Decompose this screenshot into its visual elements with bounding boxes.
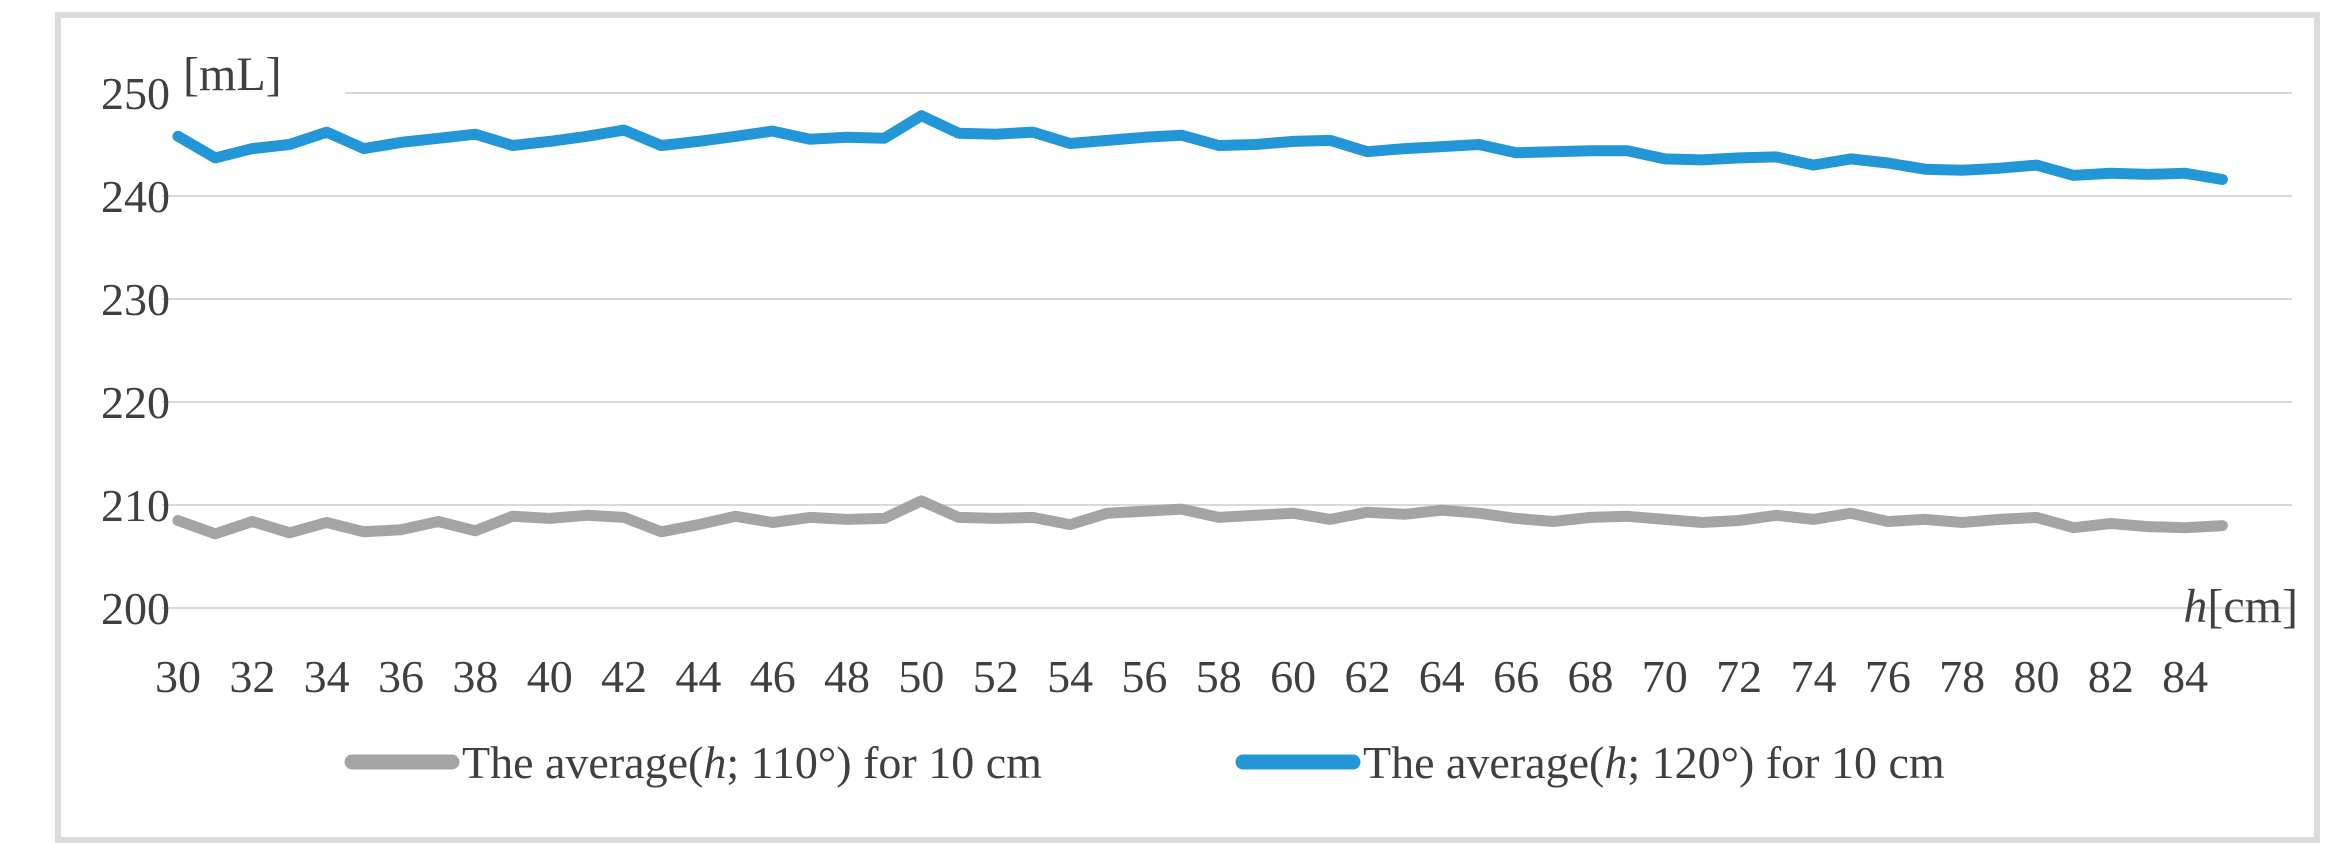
x-tick-label-30: 30 xyxy=(155,651,201,702)
x-tick-label-80: 80 xyxy=(2014,651,2060,702)
legend-label-120: The average(h; 120°) for 10 cm xyxy=(1363,737,1945,788)
y-axis-unit-label: [mL] xyxy=(183,48,282,101)
x-tick-label-38: 38 xyxy=(452,651,498,702)
legend-label-120-variable: h xyxy=(1604,737,1627,788)
series-lines xyxy=(172,110,2228,540)
y-tick-label-200: 200 xyxy=(101,583,170,634)
y-tick-label-250: 250 xyxy=(101,68,170,119)
x-tick-label-84: 84 xyxy=(2162,651,2208,702)
x-axis-tick-labels: 30 32 34 36 38 40 42 44 46 48 50 52 54 56 58 60 62 64 66 68… xyxy=(155,651,2208,702)
legend-label-120-suffix: ; 120°) for 10 cm xyxy=(1627,737,1945,788)
chart-border xyxy=(55,12,2320,843)
x-tick-label-40: 40 xyxy=(527,651,573,702)
x-tick-label-34: 34 xyxy=(304,651,350,702)
gridlines xyxy=(162,92,2292,609)
y-tick-label-210: 210 xyxy=(101,480,170,531)
x-tick-label-70: 70 xyxy=(1642,651,1688,702)
x-tick-label-44: 44 xyxy=(675,651,721,702)
legend-label-110-suffix: ; 110°) for 10 cm xyxy=(726,737,1042,788)
y-tick-label-220: 220 xyxy=(101,377,170,428)
x-tick-label-72: 72 xyxy=(1716,651,1762,702)
x-tick-label-66: 66 xyxy=(1493,651,1539,702)
legend-label-110-prefix: The average( xyxy=(462,737,703,788)
x-tick-label-32: 32 xyxy=(229,651,275,702)
x-axis-unit-label: h[cm] xyxy=(2183,580,2298,633)
x-tick-label-56: 56 xyxy=(1121,651,1167,702)
series-line-120-deg xyxy=(172,110,2228,185)
legend-label-110: The average(h; 110°) for 10 cm xyxy=(462,737,1042,788)
x-tick-label-76: 76 xyxy=(1865,651,1911,702)
x-tick-label-54: 54 xyxy=(1047,651,1093,702)
x-tick-label-74: 74 xyxy=(1790,651,1836,702)
x-tick-label-68: 68 xyxy=(1567,651,1613,702)
legend: The average(h; 110°) for 10 cm The avera… xyxy=(344,737,1945,788)
x-tick-label-46: 46 xyxy=(750,651,796,702)
x-tick-label-64: 64 xyxy=(1419,651,1465,702)
x-tick-label-78: 78 xyxy=(1939,651,1985,702)
x-tick-label-42: 42 xyxy=(601,651,647,702)
x-axis-unit-variable: h xyxy=(2183,580,2207,633)
y-tick-label-240: 240 xyxy=(101,171,170,222)
x-tick-label-82: 82 xyxy=(2088,651,2134,702)
x-tick-label-58: 58 xyxy=(1196,651,1242,702)
x-tick-label-62: 62 xyxy=(1344,651,1390,702)
x-tick-label-50: 50 xyxy=(898,651,944,702)
legend-label-120-prefix: The average( xyxy=(1363,737,1604,788)
x-tick-label-52: 52 xyxy=(973,651,1019,702)
x-tick-label-48: 48 xyxy=(824,651,870,702)
x-axis-unit-text: [cm] xyxy=(2207,580,2298,633)
y-tick-label-230: 230 xyxy=(101,274,170,325)
y-axis-tick-labels: 250 240 230 220 210 200 xyxy=(101,68,170,634)
x-tick-label-36: 36 xyxy=(378,651,424,702)
series-line-110-deg xyxy=(172,495,2228,540)
legend-label-110-variable: h xyxy=(703,737,726,788)
x-tick-label-60: 60 xyxy=(1270,651,1316,702)
